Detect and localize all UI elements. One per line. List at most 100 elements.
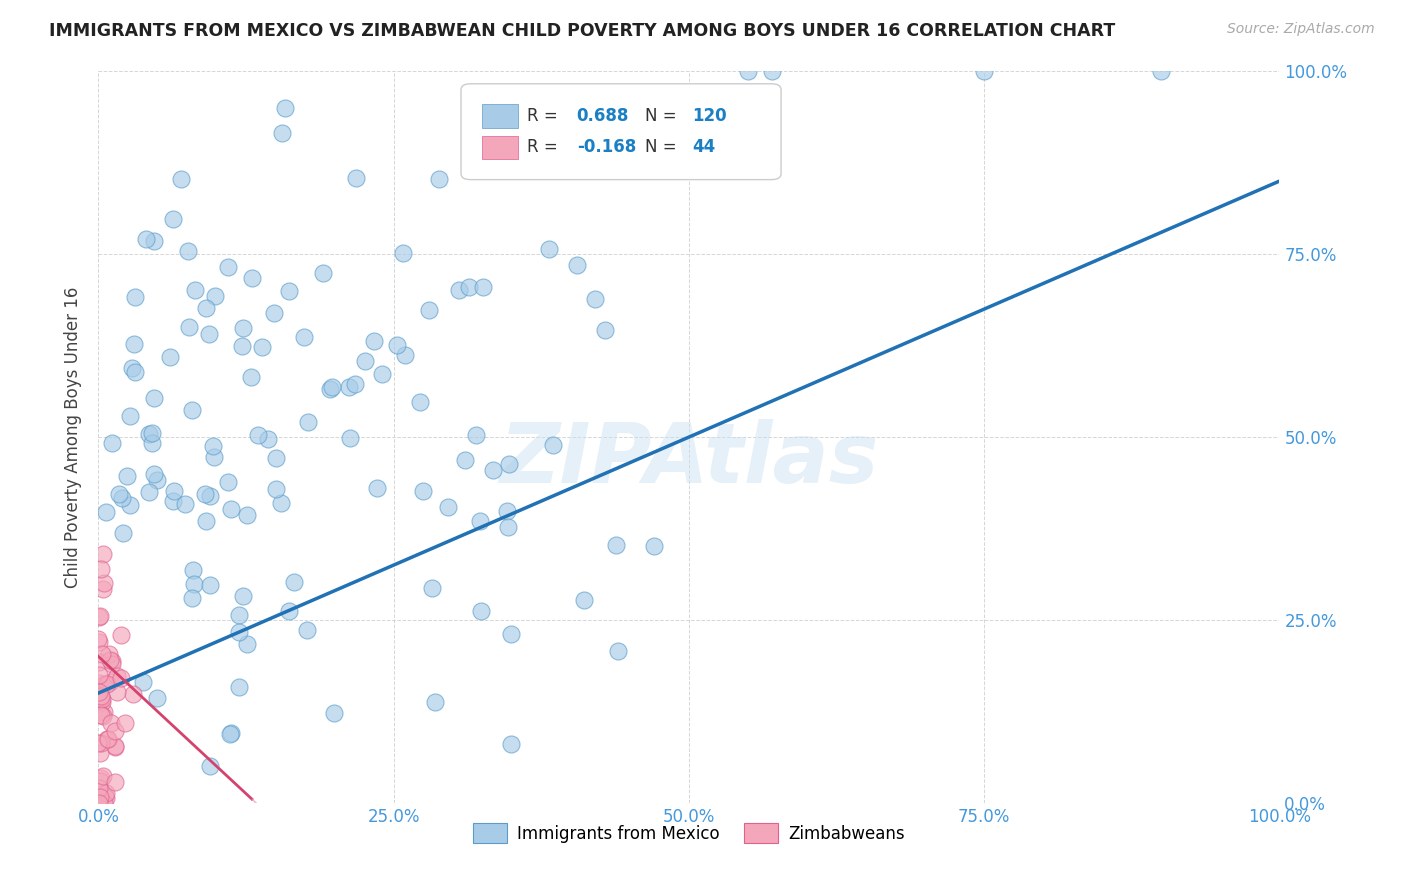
Point: [90, 692, 112, 706]
Point: [454, 453, 477, 467]
Point: [278, 284, 301, 298]
Point: [177, 244, 200, 259]
Point: [118, 409, 141, 424]
Point: [236, 508, 259, 522]
Point: [111, 525, 134, 540]
Point: [100, 657, 122, 671]
Text: N =: N =: [645, 138, 676, 156]
Point: [89, 609, 111, 624]
Point: [217, 475, 239, 490]
Point: [142, 467, 165, 482]
Point: [173, 497, 195, 511]
Text: ZIPAtlas: ZIPAtlas: [499, 418, 879, 500]
Point: [89, 790, 111, 805]
Point: [162, 212, 184, 227]
Point: [337, 380, 360, 394]
Point: [465, 428, 488, 442]
Point: [297, 415, 319, 429]
Text: 0.688: 0.688: [576, 107, 628, 125]
Text: N =: N =: [645, 107, 676, 125]
Point: [98, 675, 121, 690]
Point: [115, 469, 138, 483]
Point: [110, 671, 132, 685]
Point: [180, 591, 202, 606]
Point: [90, 771, 112, 785]
Point: [87, 736, 110, 750]
Point: [193, 486, 215, 500]
Point: [761, 64, 783, 78]
Point: [98, 653, 121, 667]
Point: [105, 669, 128, 683]
Point: [218, 727, 240, 741]
Point: [572, 593, 595, 607]
Point: [89, 796, 111, 810]
Point: [124, 290, 146, 304]
Point: [87, 632, 110, 646]
Point: [105, 684, 128, 698]
Point: [973, 64, 995, 78]
Point: [346, 171, 368, 186]
Point: [292, 330, 315, 344]
Point: [108, 486, 131, 500]
Point: [496, 520, 519, 534]
Point: [420, 581, 443, 595]
Bar: [482, 136, 517, 159]
Point: [87, 676, 110, 690]
Point: [263, 305, 285, 319]
Point: [264, 482, 287, 496]
Point: [409, 395, 432, 409]
Point: [606, 644, 628, 658]
Point: [93, 576, 115, 591]
Point: [202, 450, 225, 464]
Point: [257, 432, 280, 446]
Point: [91, 547, 114, 561]
Point: [394, 348, 416, 362]
Point: [246, 427, 269, 442]
Point: [146, 690, 169, 705]
Point: [200, 578, 222, 592]
Point: [93, 796, 115, 810]
Point: [146, 473, 169, 487]
Point: [183, 563, 205, 577]
Point: [91, 769, 114, 783]
Point: [593, 323, 616, 337]
Point: [94, 505, 117, 519]
Point: [200, 759, 222, 773]
Y-axis label: Child Poverty Among Boys Under 16: Child Poverty Among Boys Under 16: [65, 286, 83, 588]
Point: [605, 538, 627, 552]
Point: [91, 582, 114, 596]
Point: [418, 303, 440, 318]
Point: [457, 280, 479, 294]
FancyBboxPatch shape: [461, 84, 782, 179]
Point: [159, 350, 181, 364]
Point: [96, 791, 118, 805]
Point: [228, 624, 250, 639]
Legend: Immigrants from Mexico, Zimbabweans: Immigrants from Mexico, Zimbabweans: [467, 817, 911, 849]
Point: [98, 647, 121, 661]
Point: [104, 739, 127, 754]
Point: [228, 680, 250, 694]
Point: [228, 607, 250, 622]
Point: [87, 684, 110, 698]
Point: [195, 301, 218, 315]
Point: [366, 482, 388, 496]
Point: [643, 539, 665, 553]
Text: 120: 120: [693, 107, 727, 125]
Point: [319, 382, 342, 396]
Point: [472, 280, 495, 294]
Point: [264, 451, 287, 466]
Point: [499, 627, 522, 641]
Point: [470, 514, 492, 528]
Point: [163, 484, 186, 499]
Point: [537, 242, 560, 256]
Point: [250, 340, 273, 354]
Point: [87, 609, 110, 624]
Point: [90, 562, 112, 576]
Point: [122, 687, 145, 701]
Point: [391, 245, 413, 260]
Point: [90, 689, 112, 703]
Point: [124, 365, 146, 379]
Point: [87, 655, 110, 669]
Point: [239, 369, 262, 384]
Text: R =: R =: [527, 138, 558, 156]
